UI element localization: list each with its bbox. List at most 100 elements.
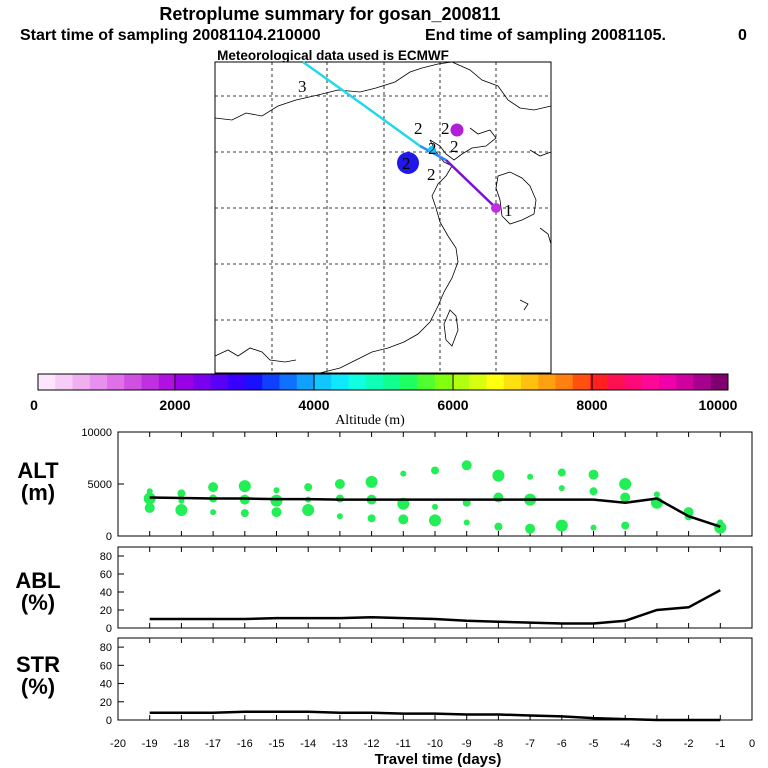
colorbar-swatch bbox=[245, 374, 263, 390]
alt-scatter-point bbox=[365, 475, 378, 488]
alt-scatter-point bbox=[334, 479, 345, 489]
cluster-label: 2 bbox=[402, 154, 411, 173]
alt-scatter-point bbox=[527, 473, 534, 480]
x-tick-label: -8 bbox=[494, 738, 504, 750]
x-tick-label: -19 bbox=[142, 738, 158, 750]
colorbar-tick-labels: 0 2000 4000 6000 8000 10000 bbox=[30, 397, 738, 413]
y-tick-label: 5000 bbox=[88, 479, 112, 491]
cluster-label: 3 bbox=[298, 77, 307, 96]
met-data-label: Meteorological data used is ECMWF bbox=[217, 48, 449, 63]
alt-scatter-point bbox=[398, 514, 409, 525]
cluster-label: 2 bbox=[450, 137, 459, 156]
alt-scatter-point bbox=[271, 507, 282, 518]
alt-scatter-point bbox=[588, 469, 599, 480]
colorbar-swatch bbox=[710, 374, 729, 390]
y-tick-label: 40 bbox=[100, 587, 112, 599]
colorbar-swatch bbox=[624, 374, 643, 390]
colorbar-swatch bbox=[72, 374, 91, 390]
trajectory-3-line bbox=[302, 60, 421, 148]
alt-scatter-point bbox=[210, 509, 217, 516]
colorbar-swatch bbox=[210, 374, 229, 390]
alt-scatter-point bbox=[555, 519, 568, 532]
abl-panel-label: (%) bbox=[21, 590, 55, 615]
alt-series-line bbox=[149, 496, 721, 528]
alt-scatter-point bbox=[492, 469, 505, 482]
alt-scatter-point bbox=[621, 521, 630, 530]
trajectory-map: 1 2 2 2 2 2 2 3 bbox=[214, 60, 552, 374]
alt-scatter-point bbox=[177, 489, 186, 498]
cluster-marker bbox=[450, 123, 464, 137]
colorbar-swatch bbox=[158, 374, 177, 390]
colorbar-tick-label: 0 bbox=[30, 397, 38, 413]
colorbar-swatch bbox=[503, 374, 522, 390]
colorbar-swatch bbox=[89, 374, 108, 390]
x-tick-label: -1 bbox=[715, 738, 725, 750]
cluster-label: 2 bbox=[427, 165, 436, 184]
alt-scatter-point bbox=[336, 513, 343, 520]
alt-scatter-point bbox=[304, 483, 313, 492]
x-tick-label: -11 bbox=[396, 738, 411, 750]
x-tick-label: -10 bbox=[427, 738, 443, 750]
alt-scatter-point bbox=[175, 504, 188, 516]
colorbar-tick-label: 4000 bbox=[298, 397, 329, 413]
x-axis-label: Travel time (days) bbox=[375, 751, 502, 768]
alt-scatter-point bbox=[493, 492, 504, 503]
alt-panel: 0 5000 10000 ALT(m) bbox=[17, 427, 753, 543]
alt-scatter-point bbox=[208, 482, 219, 493]
y-tick-label: 0 bbox=[106, 715, 112, 727]
alt-scatter-point bbox=[589, 487, 598, 496]
colorbar-swatch bbox=[227, 374, 246, 390]
cluster-label: 2 bbox=[428, 139, 437, 158]
str-panel-label: (%) bbox=[21, 674, 55, 699]
x-tick-label: -15 bbox=[269, 738, 285, 750]
y-tick-label: 20 bbox=[100, 697, 112, 709]
str-series-line bbox=[149, 710, 721, 722]
end-time-suffix: 0 bbox=[738, 27, 747, 44]
colorbar-tick-label: 10000 bbox=[699, 397, 738, 413]
y-tick-label: 20 bbox=[100, 605, 112, 617]
colorbar-swatch bbox=[331, 374, 349, 390]
colorbar-swatch bbox=[538, 374, 556, 390]
alt-scatter-point bbox=[400, 470, 407, 477]
end-time-label: End time of sampling 20081105. bbox=[425, 27, 666, 44]
abl-panel-label: ABL bbox=[15, 568, 60, 593]
alt-scatter-point bbox=[429, 514, 441, 527]
map-frame bbox=[214, 61, 552, 374]
alt-scatter-point bbox=[367, 514, 376, 523]
x-tick-label: -6 bbox=[557, 738, 567, 750]
colorbar-swatch bbox=[572, 374, 591, 390]
x-tick-label: 0 bbox=[749, 738, 755, 750]
colorbar-swatch bbox=[452, 374, 470, 390]
colorbar-swatch bbox=[590, 374, 608, 390]
x-tick-label: -5 bbox=[589, 738, 599, 750]
colorbar-swatch bbox=[383, 374, 401, 390]
x-tick-label: -2 bbox=[684, 738, 694, 750]
abl-panel: 0 20 40 60 80 ABL(%) bbox=[15, 546, 753, 635]
figure-title: Retroplume summary for gosan_200811 bbox=[159, 4, 500, 24]
colorbar-tick-label: 6000 bbox=[437, 397, 468, 413]
alt-scatter-point bbox=[653, 491, 660, 498]
colorbar-swatch bbox=[55, 374, 73, 390]
x-tick-label: -20 bbox=[110, 738, 126, 750]
alt-scatter-point bbox=[619, 478, 632, 490]
y-tick-label: 60 bbox=[100, 660, 112, 672]
colorbar-swatch bbox=[124, 374, 142, 390]
cluster-marker bbox=[491, 203, 501, 213]
time-series-panels: 0500010000ALT(m)020406080ABL(%)020406080… bbox=[15, 427, 755, 768]
x-tick-label: -12 bbox=[364, 738, 380, 750]
colorbar-swatch bbox=[607, 374, 625, 390]
y-tick-label: 80 bbox=[100, 642, 112, 654]
x-tick-label: -13 bbox=[332, 738, 348, 750]
colorbar-swatch bbox=[417, 374, 436, 390]
colorbar-swatch bbox=[176, 374, 194, 390]
alt-scatter-point bbox=[714, 521, 727, 534]
colorbar-swatch bbox=[38, 374, 56, 390]
alt-scatter-point bbox=[273, 487, 280, 494]
alt-scatter-point bbox=[431, 466, 439, 475]
cluster-label: 1 bbox=[504, 201, 513, 220]
alt-panel-label: ALT bbox=[17, 458, 59, 483]
colorbar-swatch bbox=[676, 374, 694, 390]
abl-frame bbox=[117, 546, 753, 629]
x-tick-label: -16 bbox=[237, 738, 253, 750]
